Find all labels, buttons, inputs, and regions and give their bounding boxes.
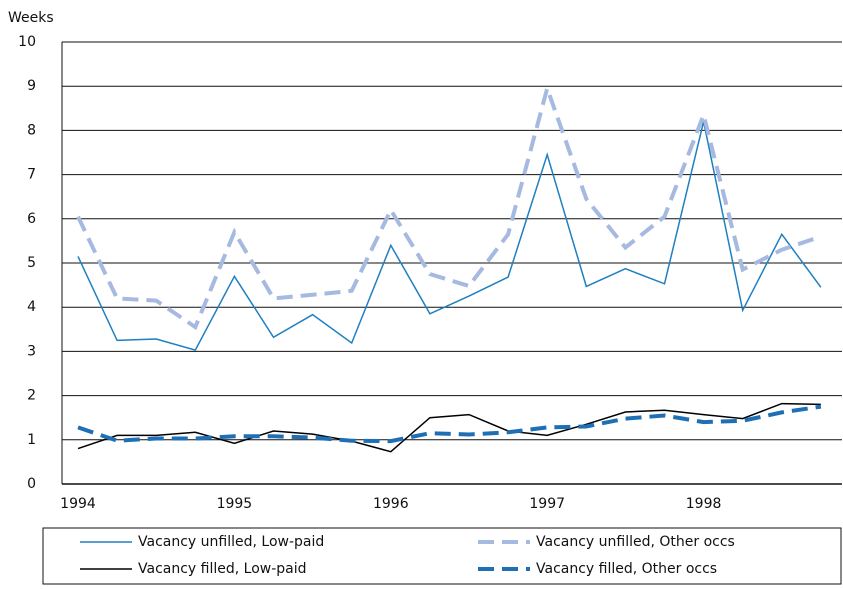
series-line (77, 121, 822, 351)
y-axis-label: Weeks (8, 10, 54, 26)
x-tick-label: 1994 (60, 496, 96, 512)
y-tick-label: 0 (27, 476, 36, 492)
x-tick-label: 1996 (373, 496, 409, 512)
series-line (77, 404, 822, 444)
x-tick-label: 1997 (529, 496, 565, 512)
x-tick-label: 1995 (217, 496, 253, 512)
y-tick-label: 2 (27, 388, 36, 404)
y-tick-label: 6 (27, 211, 36, 227)
y-tick-label: 10 (18, 34, 36, 50)
y-tick-label: 8 (27, 122, 36, 138)
series-line (76, 81, 822, 331)
legend-label: Vacancy unfilled, Low-paid (138, 534, 324, 550)
y-tick-label: 9 (27, 78, 36, 94)
y-tick-label: 4 (27, 299, 36, 315)
y-tick-label: 1 (27, 432, 36, 448)
x-tick-label: 1998 (686, 496, 722, 512)
y-tick-label: 3 (27, 343, 36, 359)
y-tick-label: 7 (27, 167, 36, 183)
legend-label: Vacancy filled, Low-paid (138, 561, 307, 577)
y-tick-label: 5 (27, 255, 36, 271)
legend-box (42, 527, 842, 585)
legend-label: Vacancy unfilled, Other occs (536, 534, 735, 550)
series-line (77, 402, 821, 453)
legend-label: Vacancy filled, Other occs (536, 561, 717, 577)
